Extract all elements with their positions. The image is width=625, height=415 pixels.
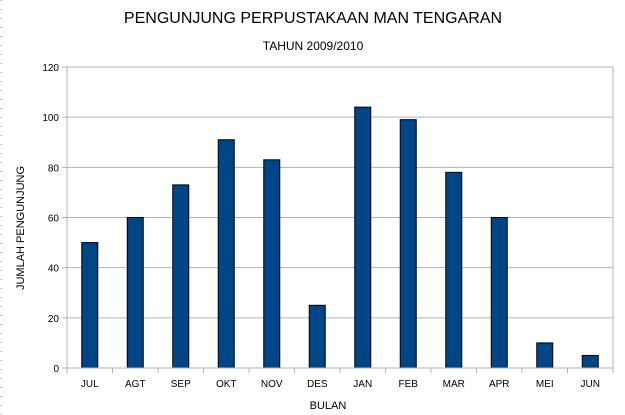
x-tick-label: DES [307, 379, 328, 390]
y-tick-label: 0 [53, 364, 59, 375]
bar [490, 217, 508, 369]
y-tick-label: 80 [48, 163, 60, 174]
bar [172, 184, 190, 369]
x-tick-label: MAR [443, 379, 465, 390]
bar [81, 242, 99, 369]
bar [308, 304, 326, 369]
bar [126, 217, 144, 369]
x-tick-label: OKT [216, 379, 237, 390]
bars [81, 106, 599, 369]
y-tick-label: 20 [48, 314, 60, 325]
x-axis-label: BULAN [310, 400, 347, 412]
x-tick-label: NOV [261, 379, 283, 390]
x-tick-label: MEI [536, 379, 554, 390]
x-tick-labels: JUL AGT SEP OKT NOV DES JAN FEB MAR APR MEI JUN [81, 379, 600, 390]
y-tick-labels: 0 20 40 60 80 100 120 [42, 63, 59, 375]
bar [217, 139, 235, 369]
axes [66, 67, 614, 369]
y-tick-label: 100 [42, 113, 59, 124]
bar [581, 354, 599, 369]
bar [445, 171, 463, 369]
gridlines [62, 66, 614, 373]
x-tick-label: JUN [581, 379, 600, 390]
x-tick-label: APR [489, 379, 510, 390]
chart-title: PENGUNJUNG PERPUSTAKAAN MAN TENGARAN [124, 10, 502, 27]
x-tick-label: SEP [171, 379, 191, 390]
x-tick-label: JUL [81, 379, 99, 390]
x-tick-label: AGT [125, 379, 146, 390]
chart-subtitle: TAHUN 2009/2010 [263, 39, 364, 53]
y-tick-label: 120 [42, 63, 59, 74]
bar [399, 119, 417, 369]
bar [263, 159, 281, 369]
bar [354, 106, 372, 369]
left-edge-dots [0, 0, 2, 415]
y-axis-label: JUMLAH PENGUNJUNG [15, 166, 27, 290]
bar [536, 342, 554, 369]
x-tick-label: FEB [399, 379, 419, 390]
y-tick-label: 40 [48, 264, 60, 275]
x-tick-label: JAN [353, 379, 372, 390]
y-tick-label: 60 [48, 214, 60, 225]
